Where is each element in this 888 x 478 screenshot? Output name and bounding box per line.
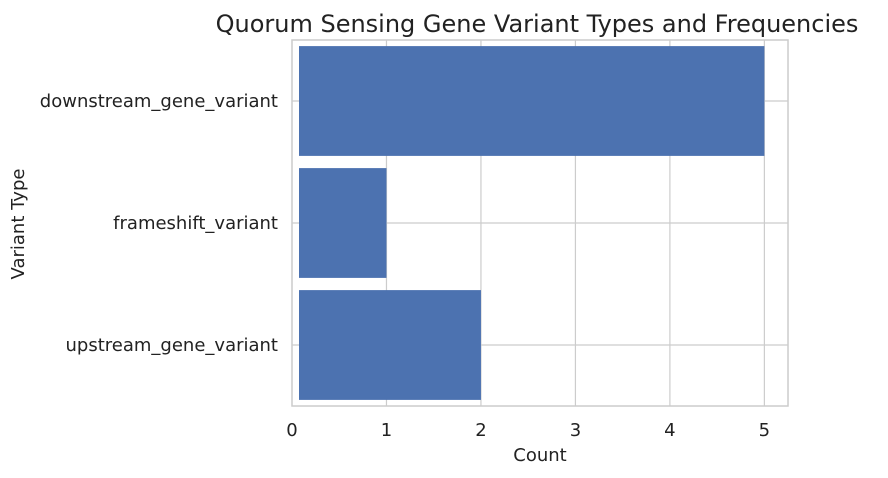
x-tick-label: 0 — [286, 420, 297, 441]
bar-upstream-gene-variant — [299, 290, 481, 400]
plot-area-frame — [291, 39, 789, 407]
x-tick-label: 4 — [664, 420, 675, 441]
chart-title: Quorum Sensing Gene Variant Types and Fr… — [216, 10, 859, 38]
y-tick-labels: downstream_gene_variant frameshift_varian… — [40, 91, 278, 356]
x-tick-label: 1 — [381, 420, 392, 441]
x-tick-label: 3 — [570, 420, 581, 441]
bar-frameshift-variant — [299, 168, 387, 278]
x-axis-label: Count — [513, 445, 566, 466]
y-tick-label: frameshift_variant — [113, 213, 278, 234]
x-tick-labels: 0 1 2 3 4 5 — [286, 420, 770, 441]
bar-downstream-gene-variant — [299, 46, 765, 156]
x-tick-label: 5 — [759, 420, 770, 441]
y-tick-label: upstream_gene_variant — [66, 335, 278, 356]
bars — [299, 46, 765, 400]
y-tick-label: downstream_gene_variant — [40, 91, 278, 112]
x-tick-label: 2 — [475, 420, 486, 441]
y-axis-label: Variant Type — [8, 169, 29, 280]
